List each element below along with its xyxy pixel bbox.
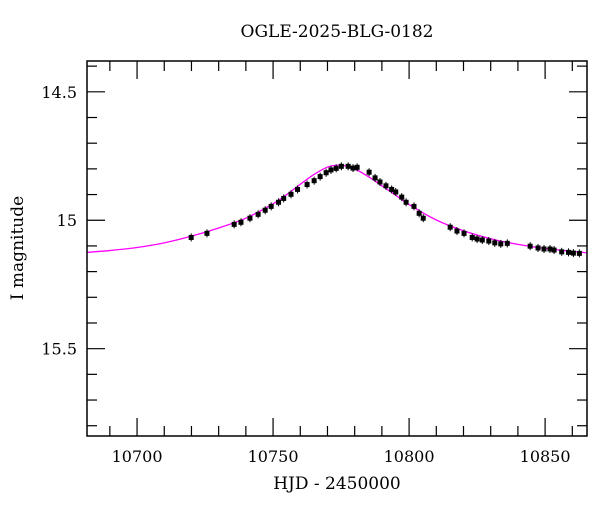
x-tick-label: 10700 <box>112 447 163 466</box>
data-point <box>204 230 210 236</box>
data-point <box>354 164 360 170</box>
data-point <box>262 207 268 213</box>
data-point <box>231 221 237 227</box>
model-curve <box>86 164 588 254</box>
data-point <box>389 186 395 192</box>
data-point <box>535 245 541 251</box>
data-point <box>570 250 576 256</box>
data-point <box>383 183 389 189</box>
data-point <box>268 203 274 209</box>
data-point <box>255 211 261 217</box>
data-point <box>454 228 460 234</box>
data-point <box>295 186 301 192</box>
data-point <box>345 163 351 169</box>
data-point <box>486 238 492 244</box>
chart-title: OGLE-2025-BLG-0182 <box>240 22 434 42</box>
tick-labels: 10700 10750 10800 10850 14.5 15 15.5 <box>41 83 570 466</box>
data-point <box>469 234 475 240</box>
data-point <box>576 250 582 256</box>
data-point <box>461 230 467 236</box>
x-axis-label: HJD - 2450000 <box>273 474 401 494</box>
data-point <box>566 249 572 255</box>
data-point <box>366 169 372 175</box>
x-tick-label: 10750 <box>248 447 299 466</box>
y-tick-label: 15.5 <box>41 340 77 359</box>
data-point <box>317 174 323 180</box>
data-point <box>504 240 510 246</box>
data-point <box>547 246 553 252</box>
data-point <box>323 170 329 176</box>
x-tick-label: 10850 <box>520 447 571 466</box>
data-point <box>399 194 405 200</box>
data-point <box>447 224 453 230</box>
data-point <box>377 179 383 185</box>
data-point <box>372 175 378 181</box>
data-point <box>416 210 422 216</box>
data-point <box>333 165 339 171</box>
data-point <box>350 165 356 171</box>
data-point <box>281 195 287 201</box>
axis-ticks <box>87 61 587 436</box>
x-tick-label: 10800 <box>384 447 435 466</box>
data-point <box>541 246 547 252</box>
data-point <box>474 236 480 242</box>
data-point <box>328 167 334 173</box>
y-tick-label: 14.5 <box>41 83 77 102</box>
model-line <box>86 164 588 254</box>
data-point <box>311 178 317 184</box>
data-point <box>492 240 498 246</box>
data-point <box>479 237 485 243</box>
data-point <box>304 182 310 188</box>
data-point <box>498 241 504 247</box>
axes-frame <box>86 60 588 437</box>
data-point <box>338 163 344 169</box>
data-point <box>276 199 282 205</box>
data-point <box>288 191 294 197</box>
data-point <box>559 249 565 255</box>
data-point <box>188 234 194 240</box>
data-points <box>188 162 582 258</box>
data-point <box>551 247 557 253</box>
data-point <box>420 215 426 221</box>
data-point <box>238 219 244 225</box>
data-point <box>527 243 533 249</box>
data-point <box>411 203 417 209</box>
data-point <box>247 215 253 221</box>
data-point <box>403 199 409 205</box>
y-tick-label: 15 <box>57 211 77 230</box>
data-point <box>393 189 399 195</box>
